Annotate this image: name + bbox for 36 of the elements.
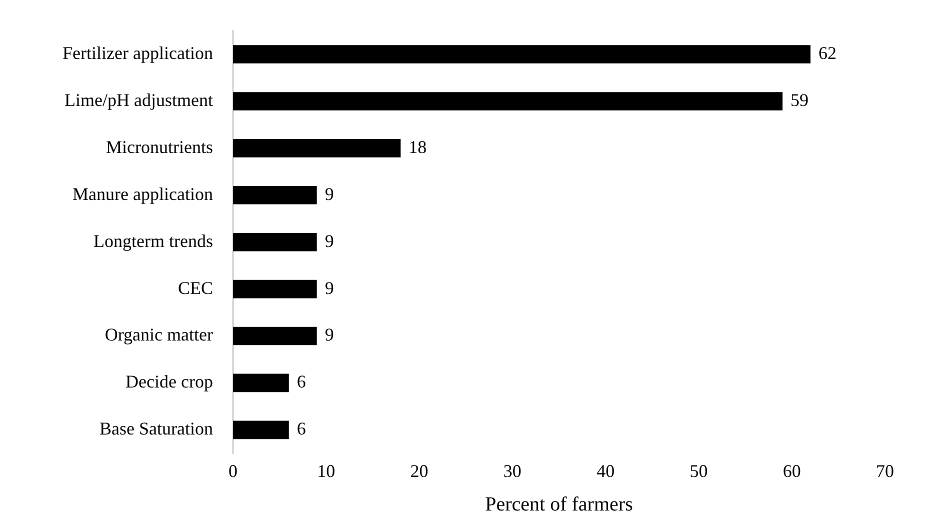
bar [233,420,289,440]
y-tick-label: Manure application [72,184,213,204]
x-tick-label: 70 [876,460,894,481]
y-tick-label: Base Saturation [100,418,213,439]
x-tick-label: 30 [503,460,522,481]
y-tick-label: Fertilizer application [62,43,213,64]
y-tick-label: Longterm trends [94,230,213,251]
bar [233,232,317,252]
bar [233,280,317,298]
data-label: 6 [296,418,306,439]
y-tick-label: Micronutrients [106,136,213,157]
x-tick-label: 10 [317,460,336,481]
x-tick-label: 20 [410,460,428,481]
y-tick-label: Organic matter [104,324,214,345]
x-tick-label: 60 [782,460,801,481]
data-label: 62 [818,43,836,64]
x-tick-label: 0 [228,460,238,481]
y-tick-label: Decide crop [126,372,213,392]
bar [233,139,401,158]
bar [233,326,317,346]
data-label: 59 [790,90,809,110]
data-label: 9 [324,278,334,298]
data-label: 9 [324,230,334,251]
data-label: 9 [324,324,334,345]
data-label: 6 [296,372,306,392]
bar [233,92,783,110]
x-tick-label: 50 [690,460,708,481]
y-tick-label: CEC [178,278,213,298]
bar [233,186,317,204]
x-axis-title: Percent of farmers [485,493,634,516]
x-tick-label: 40 [596,460,615,481]
data-label: 18 [408,136,427,157]
bar [233,374,289,392]
y-tick-label: Lime/pH adjustment [64,90,213,110]
bar [233,45,810,64]
data-label: 9 [324,184,334,204]
